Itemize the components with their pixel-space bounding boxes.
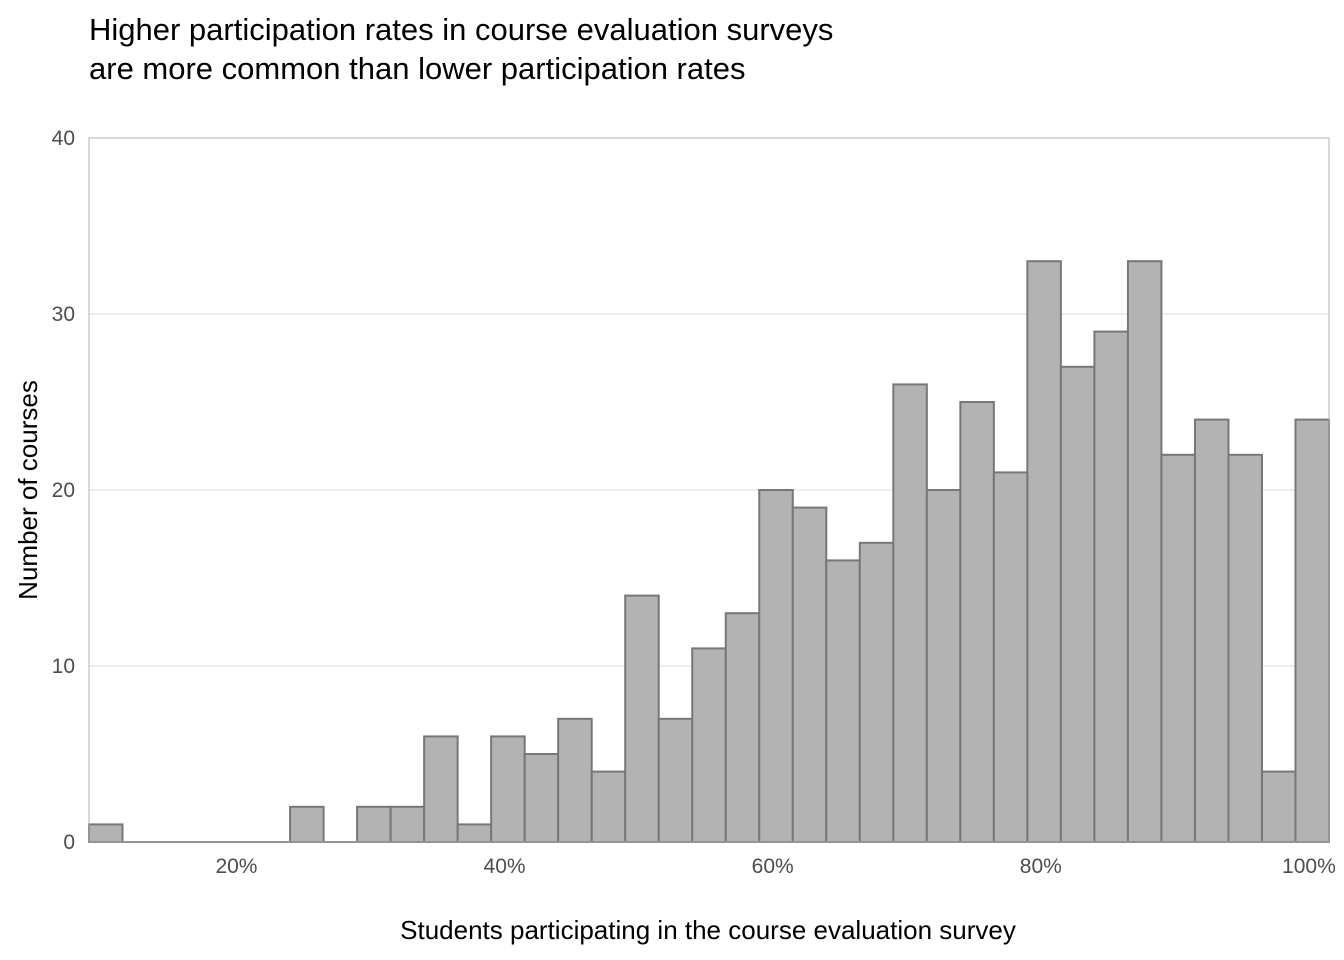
histogram-bar-12	[490, 735, 526, 844]
y-tick-label: 30	[52, 303, 75, 326]
histogram-bar-19	[724, 612, 761, 844]
histogram-bar-28	[1026, 260, 1062, 843]
histogram-bar-33	[1193, 418, 1230, 843]
histogram-bar-11	[456, 823, 493, 844]
histogram-bar-18	[691, 647, 727, 844]
chart-title-line-1: Higher participation rates in course eva…	[89, 12, 834, 47]
histogram-bar-30	[1093, 330, 1129, 843]
histogram-bar-21	[791, 506, 828, 843]
histogram-bar-6	[289, 805, 325, 843]
histogram-bar-20	[758, 489, 794, 843]
y-tick-label: 10	[52, 655, 75, 678]
histogram-bar-13	[523, 753, 560, 843]
histogram-bar-9	[389, 805, 426, 843]
y-axis-title: Number of courses	[13, 380, 43, 600]
histogram-bar-27	[992, 471, 1029, 843]
x-axis-title: Students participating in the course eva…	[400, 915, 1016, 945]
histogram-bar-35	[1260, 770, 1297, 843]
histogram-bar-16	[624, 594, 660, 843]
histogram-bar-17	[657, 717, 694, 843]
x-tick-label: 80%	[1020, 855, 1062, 878]
histogram-bar-26	[959, 401, 995, 843]
chart-title-line-2: are more common than lower participation…	[89, 51, 746, 86]
y-tick-label: 40	[52, 127, 75, 150]
y-axis-tick-labels: 0 10 20 30 40	[52, 127, 75, 854]
x-tick-label: 100%	[1282, 855, 1336, 878]
histogram-bar-32	[1160, 453, 1196, 843]
histogram-bar-22	[825, 559, 861, 844]
histogram-bar-23	[858, 541, 895, 843]
histogram-bar-0	[88, 823, 124, 844]
plot-panel-border	[88, 137, 1330, 843]
histogram-bar-25	[925, 489, 962, 843]
histogram-bar-29	[1059, 365, 1096, 843]
x-tick-label: 20%	[215, 855, 257, 878]
histogram-bar-14	[557, 717, 593, 843]
histogram-bars	[88, 260, 1330, 844]
x-tick-label: 40%	[484, 855, 526, 878]
histogram-bar-15	[590, 770, 627, 843]
y-tick-label: 0	[63, 831, 75, 854]
histogram-bar-24	[892, 383, 928, 843]
histogram-bar-8	[356, 805, 392, 843]
histogram-bar-36	[1294, 418, 1330, 843]
histogram-bar-10	[423, 735, 459, 844]
x-axis-tick-labels: 20% 40% 60% 80% 100%	[215, 855, 1335, 878]
chart-title: Higher participation rates in course eva…	[89, 10, 833, 88]
histogram-bar-34	[1227, 453, 1263, 843]
histogram-bar-31	[1126, 260, 1163, 843]
y-tick-label: 20	[52, 479, 75, 502]
x-tick-label: 60%	[752, 855, 794, 878]
